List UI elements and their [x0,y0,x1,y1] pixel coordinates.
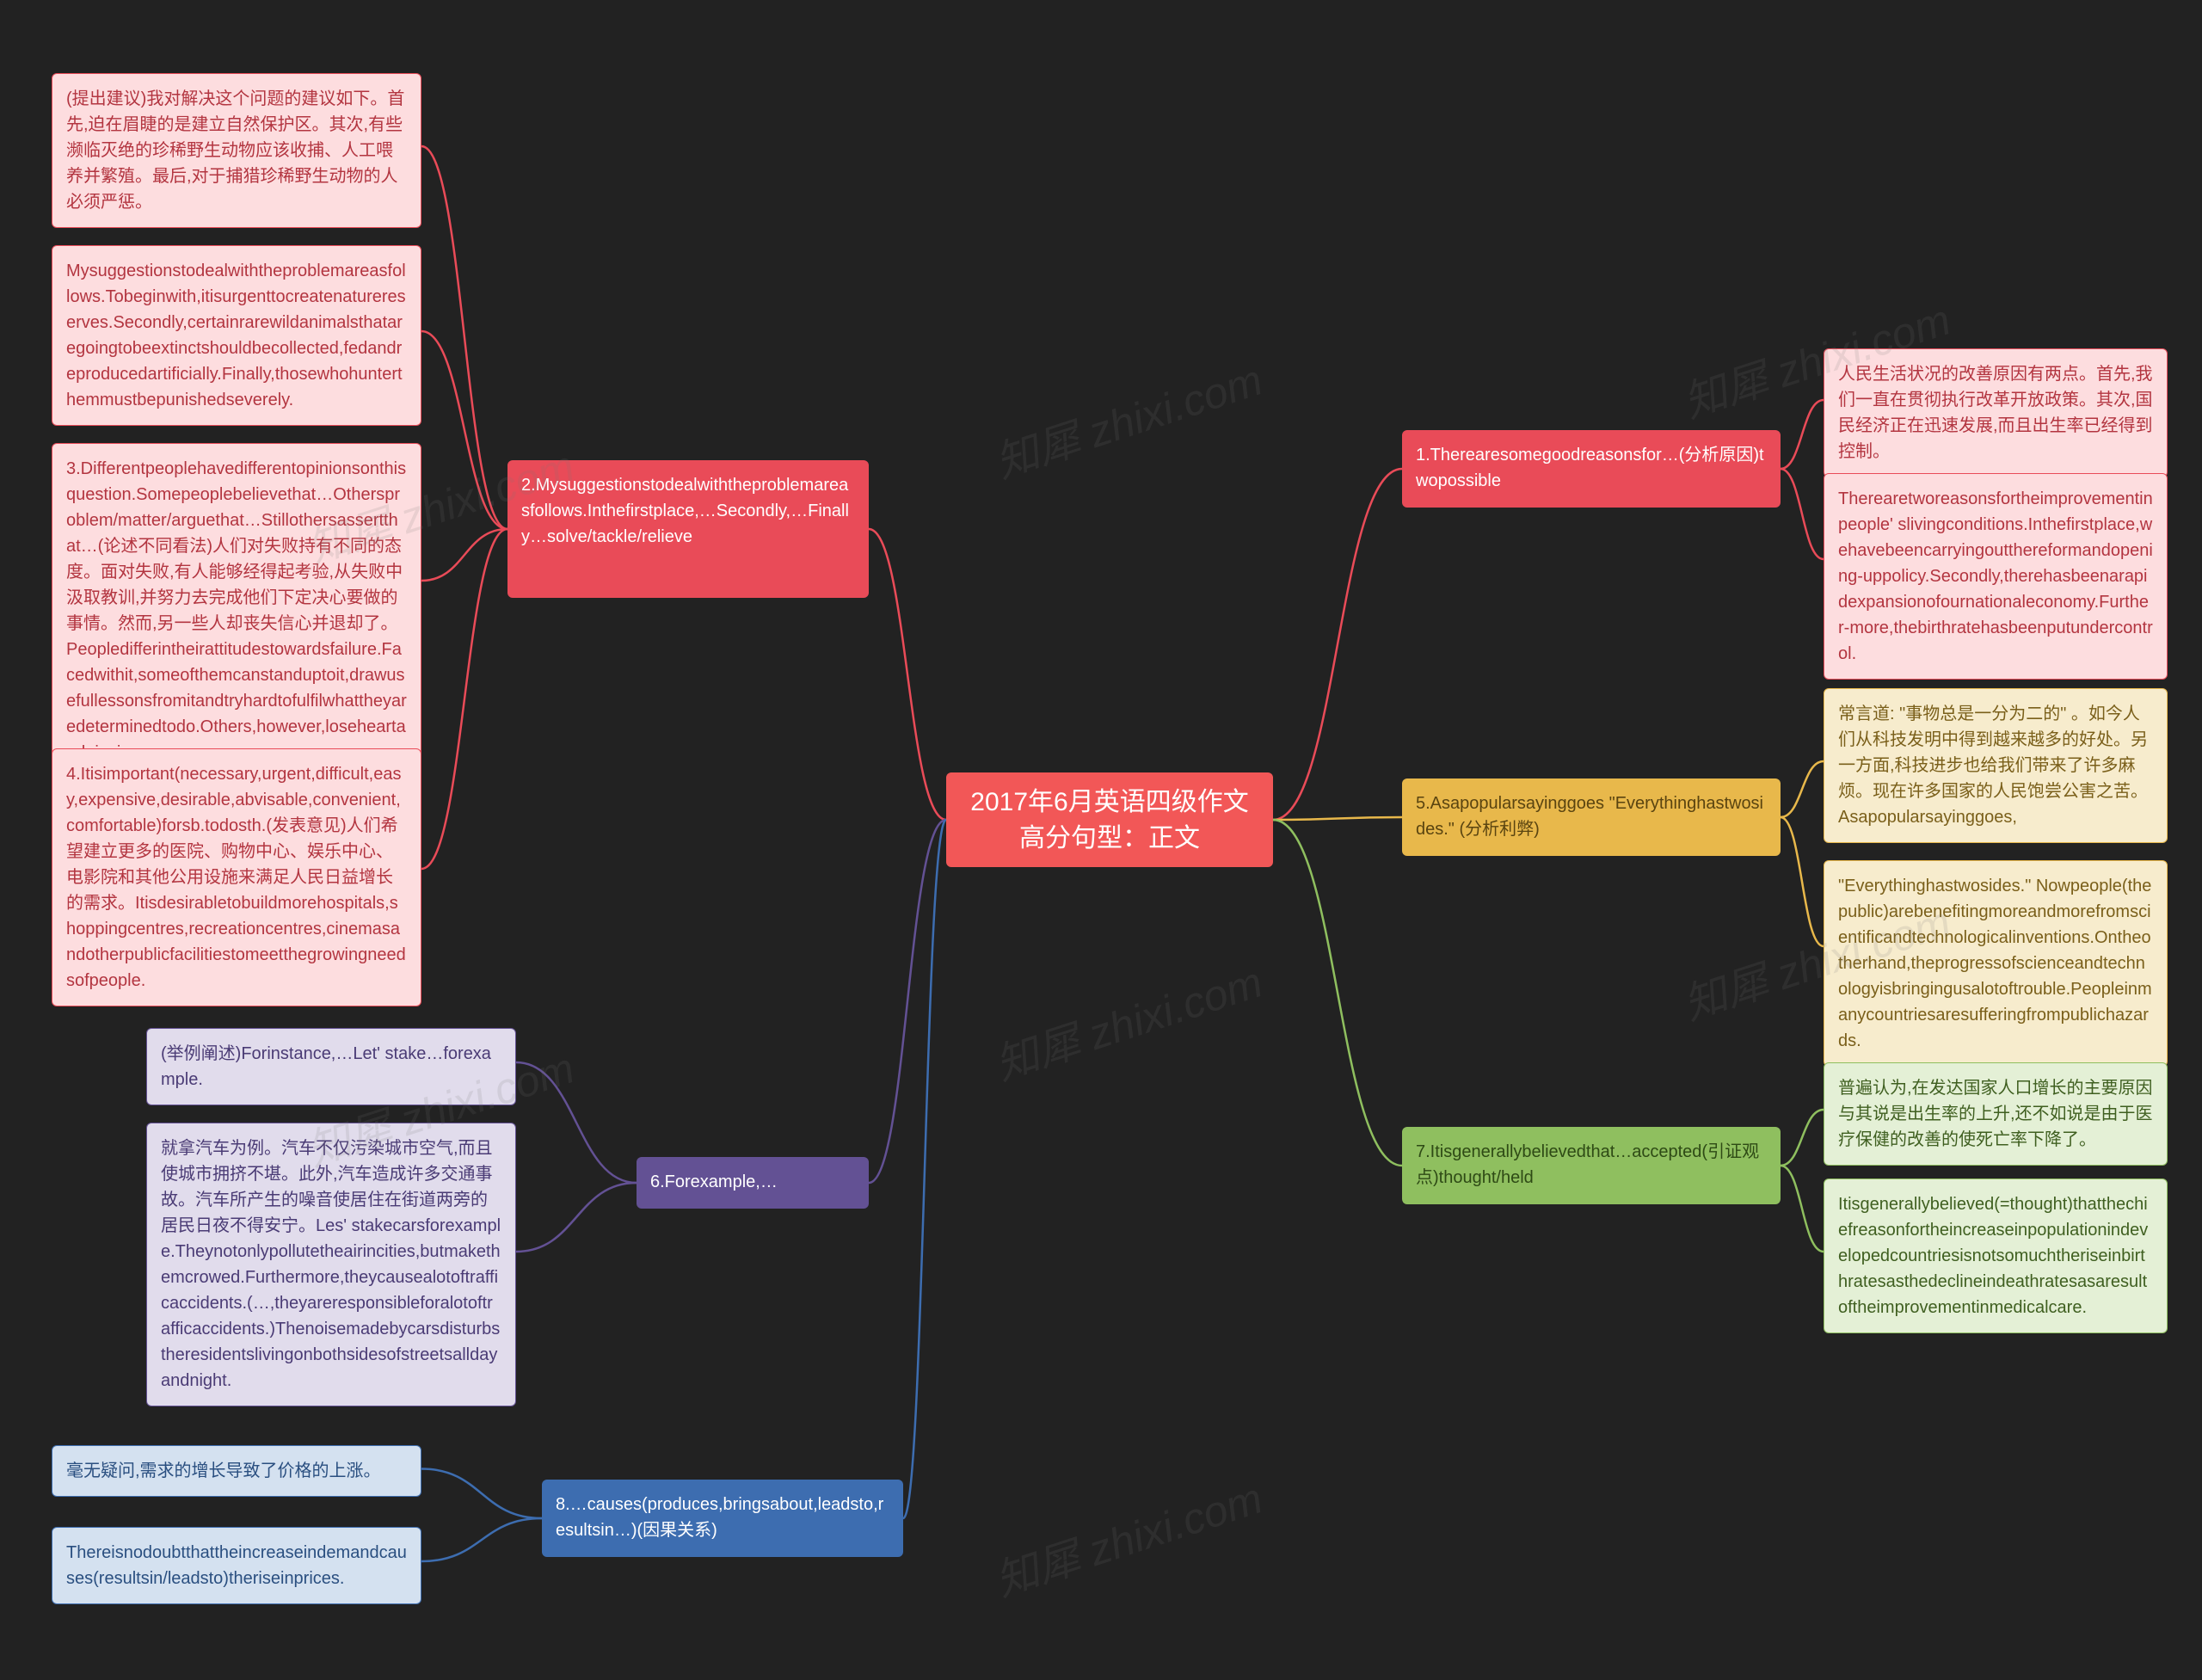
leaf-node: 常言道: "事物总是一分为二的" 。如今人们从科技发明中得到越来越多的好处。另一… [1824,688,2168,843]
leaf-node: 毫无疑问,需求的增长导致了价格的上涨。 [52,1445,421,1497]
branch-node: 6.Forexample,… [637,1157,869,1209]
watermark: 知犀 zhixi.com [987,346,1270,490]
leaf-node: 3.Differentpeoplehavedifferentopinionson… [52,443,421,778]
leaf-node: Itisgenerallybelieved(=thought)thatthech… [1824,1178,2168,1333]
leaf-node: Mysuggestionstodealwiththeproblemareasfo… [52,245,421,426]
leaf-node: 4.Itisimportant(necessary,urgent,difficu… [52,748,421,1006]
watermark: 知犀 zhixi.com [987,1464,1270,1609]
watermark: 知犀 zhixi.com [987,948,1270,1092]
leaf-node: (提出建议)我对解决这个问题的建议如下。首先,迫在眉睫的是建立自然保护区。其次,… [52,73,421,228]
branch-node: 2.Mysuggestionstodealwiththeproblemareas… [507,460,869,598]
branch-node: 8.…causes(produces,bringsabout,leadsto,r… [542,1480,903,1557]
leaf-node: Therearetworeasonsfortheimprovementinpeo… [1824,473,2168,680]
branch-node: 7.Itisgenerallybelievedthat…accepted(引证观… [1402,1127,1781,1204]
leaf-node: 普遍认为,在发达国家人口增长的主要原因与其说是出生率的上升,还不如说是由于医疗保… [1824,1062,2168,1166]
leaf-node: Thereisnodoubtthattheincreaseindemandcau… [52,1527,421,1604]
leaf-node: (举例阐述)Forinstance,…Let' stake…forexample… [146,1028,516,1105]
leaf-node: 人民生活状况的改善原因有两点。首先,我们一直在贯彻执行改革开放政策。其次,国民经… [1824,348,2168,477]
root-node: 2017年6月英语四级作文高分句型：正文 [946,772,1273,867]
branch-node: 5.Asapopularsayinggoes "Everythinghastwo… [1402,778,1781,856]
leaf-node: "Everythinghastwosides." Nowpeople(thepu… [1824,860,2168,1067]
branch-node: 1.Therearesomegoodreasonsfor…(分析原因)twopo… [1402,430,1781,508]
leaf-node: 就拿汽车为例。汽车不仅污染城市空气,而且使城市拥挤不堪。此外,汽车造成许多交通事… [146,1123,516,1406]
